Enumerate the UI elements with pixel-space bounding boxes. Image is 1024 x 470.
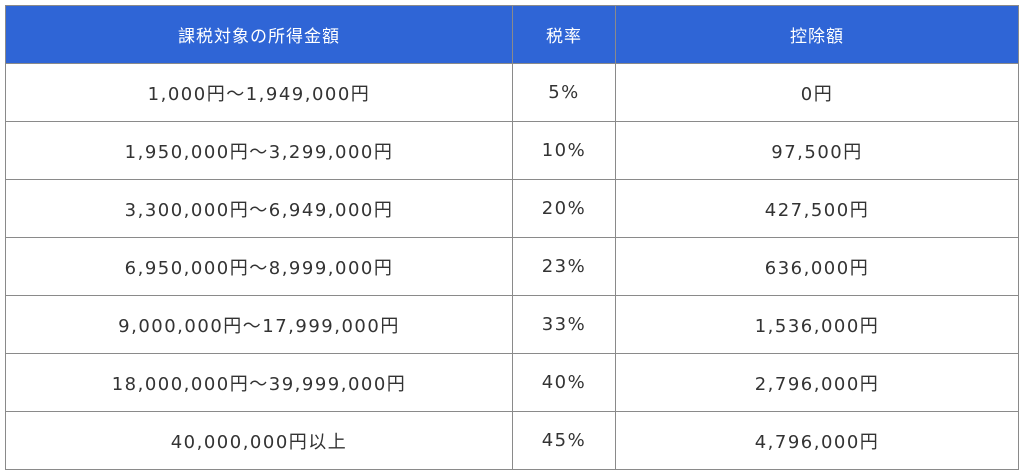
deduction-cell: 2,796,000円 bbox=[615, 353, 1019, 412]
tax-rate-cell: 5% bbox=[512, 63, 616, 122]
deduction-cell: 636,000円 bbox=[615, 237, 1019, 296]
tax-rate-cell: 45% bbox=[512, 411, 616, 470]
table-row: 1,000円〜1,949,000円 5% 0円 bbox=[5, 63, 1019, 122]
table-row: 18,000,000円〜39,999,000円 40% 2,796,000円 bbox=[5, 353, 1019, 412]
tax-rate-cell: 33% bbox=[512, 295, 616, 354]
tax-rate-table: 課税対象の所得金額 税率 控除額 1,000円〜1,949,000円 5% 0円… bbox=[5, 5, 1019, 470]
tax-rate-cell: 10% bbox=[512, 121, 616, 180]
deduction-cell: 0円 bbox=[615, 63, 1019, 122]
deduction-cell: 427,500円 bbox=[615, 179, 1019, 238]
table-row: 9,000,000円〜17,999,000円 33% 1,536,000円 bbox=[5, 295, 1019, 354]
header-deduction: 控除額 bbox=[615, 5, 1019, 64]
tax-rate-cell: 20% bbox=[512, 179, 616, 238]
table-row: 6,950,000円〜8,999,000円 23% 636,000円 bbox=[5, 237, 1019, 296]
income-range-cell: 3,300,000円〜6,949,000円 bbox=[5, 179, 513, 238]
income-range-cell: 1,000円〜1,949,000円 bbox=[5, 63, 513, 122]
table-header-row: 課税対象の所得金額 税率 控除額 bbox=[5, 5, 1019, 64]
income-range-cell: 18,000,000円〜39,999,000円 bbox=[5, 353, 513, 412]
tax-rate-cell: 23% bbox=[512, 237, 616, 296]
income-range-cell: 40,000,000円以上 bbox=[5, 411, 513, 470]
deduction-cell: 1,536,000円 bbox=[615, 295, 1019, 354]
income-range-cell: 1,950,000円〜3,299,000円 bbox=[5, 121, 513, 180]
deduction-cell: 4,796,000円 bbox=[615, 411, 1019, 470]
table-row: 3,300,000円〜6,949,000円 20% 427,500円 bbox=[5, 179, 1019, 238]
tax-rate-table-container: 課税対象の所得金額 税率 控除額 1,000円〜1,949,000円 5% 0円… bbox=[5, 5, 1019, 470]
tax-rate-cell: 40% bbox=[512, 353, 616, 412]
table-row: 40,000,000円以上 45% 4,796,000円 bbox=[5, 411, 1019, 470]
income-range-cell: 6,950,000円〜8,999,000円 bbox=[5, 237, 513, 296]
deduction-cell: 97,500円 bbox=[615, 121, 1019, 180]
header-taxable-income: 課税対象の所得金額 bbox=[5, 5, 513, 64]
header-tax-rate: 税率 bbox=[512, 5, 616, 64]
income-range-cell: 9,000,000円〜17,999,000円 bbox=[5, 295, 513, 354]
table-row: 1,950,000円〜3,299,000円 10% 97,500円 bbox=[5, 121, 1019, 180]
